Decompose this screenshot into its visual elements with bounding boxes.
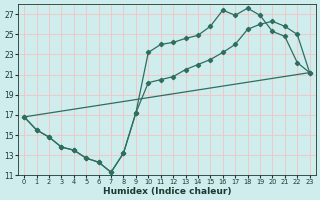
X-axis label: Humidex (Indice chaleur): Humidex (Indice chaleur) bbox=[103, 187, 231, 196]
